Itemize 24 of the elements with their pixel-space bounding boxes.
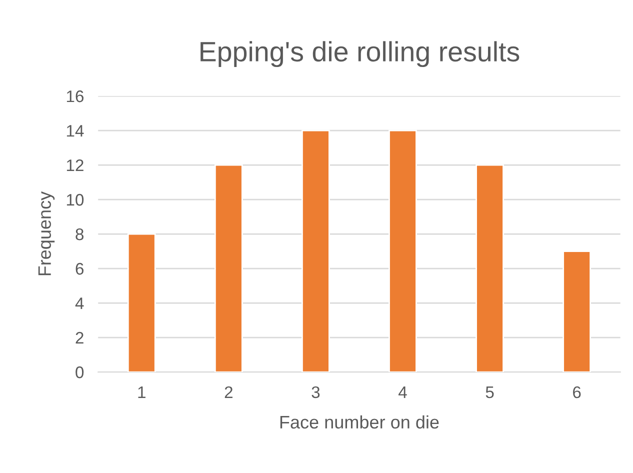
bar: [388, 130, 417, 372]
y-tick-label: 0: [76, 366, 84, 378]
bar: [562, 250, 592, 372]
x-axis-title: Face number on die: [280, 415, 439, 429]
y-tick-label: 8: [76, 228, 84, 240]
x-tick-label: 1: [138, 386, 146, 398]
y-tick-label: 16: [66, 90, 84, 102]
y-tick-label: 6: [76, 262, 84, 275]
y-tick-label: 14: [66, 125, 84, 137]
bar: [476, 164, 504, 372]
x-tick-label: 4: [398, 386, 407, 398]
y-tick-label: 2: [76, 332, 84, 344]
y-tick-label: 10: [66, 194, 84, 206]
y-tick-label: 4: [75, 298, 84, 310]
bar: [214, 164, 243, 372]
x-tick-label: 2: [224, 386, 232, 398]
y-axis-title: Frequency: [38, 191, 55, 276]
x-tick-label: 5: [486, 386, 494, 398]
y-tick-label: 12: [66, 159, 84, 172]
x-tick-label: 6: [573, 386, 581, 398]
x-tick-label: 3: [312, 386, 320, 398]
bar: [302, 130, 330, 372]
chart-title: Epping's die rolling results: [200, 41, 520, 68]
bar: [127, 233, 156, 372]
